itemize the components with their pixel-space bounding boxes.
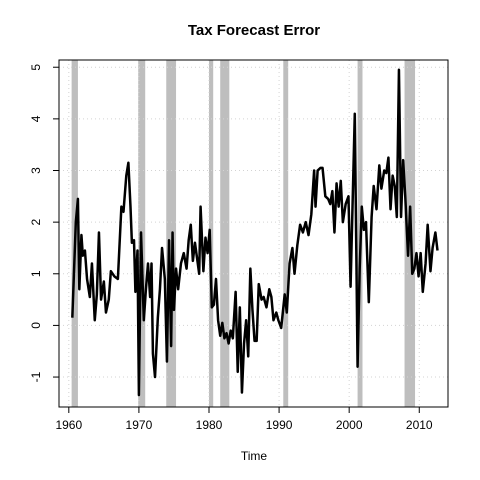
x-tick-label: 1960 [55,418,82,432]
x-tick-label: 1980 [196,418,223,432]
y-tick-label: 3 [29,167,43,174]
x-tick-label: 1970 [126,418,153,432]
recession-band [283,60,289,407]
chart-title: Tax Forecast Error [188,22,320,39]
data-line [71,68,439,397]
y-tick-label: 0 [29,322,43,329]
x-axis-label: Time [241,449,268,463]
x-tick-label: 2010 [406,418,433,432]
y-tick-label: -1 [29,371,43,382]
y-tick-label: 4 [29,115,43,122]
plot-frame [58,59,449,408]
y-tick-label: 2 [29,218,43,225]
recession-band [208,60,214,407]
recession-band [166,60,177,407]
y-tick-label: 5 [29,64,43,71]
y-tick-label: 1 [29,270,43,277]
recession-band [220,60,230,407]
x-tick-label: 2000 [336,418,363,432]
x-tick-label: 1990 [266,418,293,432]
